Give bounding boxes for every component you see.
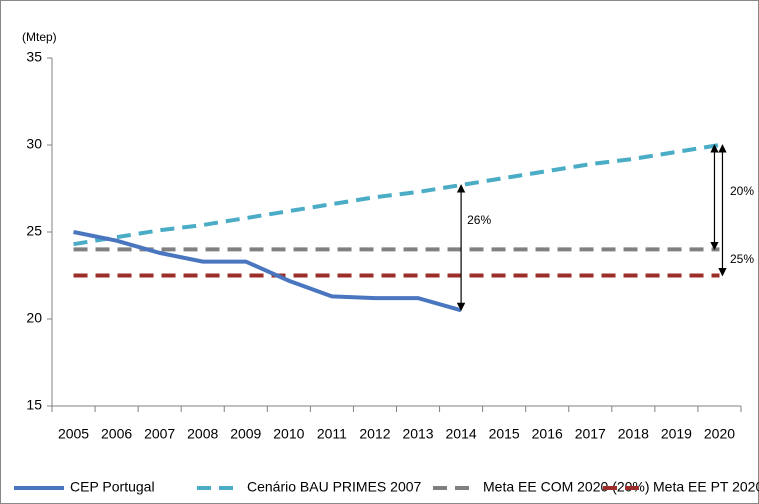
x-tick-label: 2008 <box>187 426 218 442</box>
y-tick-label: 25 <box>26 223 42 239</box>
annotation: 25% <box>730 252 754 266</box>
x-tick-label: 2019 <box>661 426 692 442</box>
legend-label: CEP Portugal <box>70 479 155 495</box>
x-tick-label: 2007 <box>144 426 175 442</box>
legend-label: Meta EE PT 2020 (25%) <box>653 479 759 495</box>
x-tick-label: 2013 <box>402 426 433 442</box>
x-tick-label: 2018 <box>618 426 649 442</box>
annotation: 20% <box>730 184 754 198</box>
series-line <box>73 230 462 313</box>
x-tick-label: 2016 <box>532 426 563 442</box>
y-tick-label: 15 <box>26 397 42 413</box>
y-unit: (Mtep) <box>22 30 57 44</box>
legend-label: Cenário BAU PRIMES 2007 <box>247 479 422 495</box>
x-tick-label: 2020 <box>704 426 735 442</box>
x-tick-label: 2012 <box>359 426 390 442</box>
x-tick-label: 2011 <box>317 426 347 442</box>
y-tick-label: 30 <box>26 136 42 152</box>
x-tick-label: 2017 <box>575 426 606 442</box>
x-tick-label: 2010 <box>273 426 304 442</box>
x-tick-label: 2014 <box>446 426 477 442</box>
legend-label: Meta EE COM 2020 (20%) <box>483 479 650 495</box>
x-tick-label: 2005 <box>58 426 89 442</box>
series-line <box>73 143 720 247</box>
y-tick-label: 20 <box>26 310 42 326</box>
x-tick-label: 2009 <box>230 426 261 442</box>
annotation: 26% <box>467 213 491 227</box>
y-tick-label: 35 <box>26 49 42 65</box>
x-tick-label: 2015 <box>489 426 520 442</box>
x-tick-label: 2006 <box>101 426 132 442</box>
